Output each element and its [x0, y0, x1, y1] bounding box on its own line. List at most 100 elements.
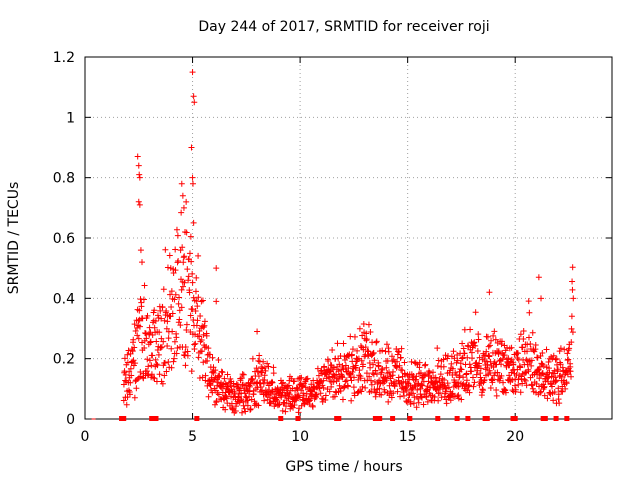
y-tick-label: 0.8: [53, 171, 75, 187]
data-point: [463, 377, 470, 384]
data-point: [341, 383, 348, 390]
data-point: [136, 201, 143, 208]
data-point: [372, 393, 379, 400]
data-point: [484, 361, 491, 368]
data-point: [180, 283, 187, 290]
data-point: [159, 304, 166, 311]
data-point: [131, 321, 138, 328]
data-point: [556, 400, 563, 407]
data-point: [128, 372, 135, 379]
data-point: [181, 253, 188, 260]
data-point: [212, 367, 219, 374]
data-point: [373, 389, 380, 396]
data-point: [423, 394, 430, 401]
data-point: [356, 372, 363, 379]
zero-marker: [465, 416, 471, 421]
data-point: [336, 361, 343, 368]
data-point: [369, 370, 376, 377]
data-point: [527, 341, 534, 348]
data-point: [141, 282, 148, 289]
zero-marker: [278, 416, 284, 421]
zero-marker: [372, 416, 378, 421]
data-point: [130, 336, 137, 343]
data-point: [204, 357, 211, 364]
zero-marker: [121, 416, 127, 421]
data-point: [358, 357, 365, 364]
data-point: [336, 382, 343, 389]
data-point: [522, 377, 529, 384]
data-point: [472, 309, 479, 316]
data-point: [366, 373, 373, 380]
data-point: [368, 388, 375, 395]
data-point: [156, 329, 163, 336]
data-point: [454, 357, 461, 364]
data-point: [206, 381, 213, 388]
data-point: [122, 377, 129, 384]
x-tick-label: 20: [506, 429, 524, 445]
data-point: [267, 399, 274, 406]
data-point: [538, 295, 545, 302]
data-point: [135, 317, 142, 324]
data-point: [492, 336, 499, 343]
data-point: [168, 364, 175, 371]
data-point: [559, 388, 566, 395]
zero-marker: [542, 416, 548, 421]
data-point: [520, 328, 527, 335]
data-point: [422, 361, 429, 368]
data-point: [329, 346, 336, 353]
data-point: [417, 385, 424, 392]
data-point: [545, 365, 552, 372]
data-point: [461, 350, 468, 357]
data-point: [151, 307, 158, 314]
data-point: [183, 326, 190, 333]
data-point: [219, 369, 226, 376]
data-point: [179, 192, 186, 199]
data-point: [403, 387, 410, 394]
data-point: [510, 361, 517, 368]
data-point: [147, 339, 154, 346]
data-point: [549, 383, 556, 390]
data-point: [127, 379, 134, 386]
data-point: [290, 404, 297, 411]
data-point: [363, 330, 370, 337]
data-point: [463, 370, 470, 377]
data-point: [201, 322, 208, 329]
data-point: [177, 247, 184, 254]
data-point: [414, 386, 421, 393]
data-point: [134, 332, 141, 339]
data-point: [476, 354, 483, 361]
data-point: [265, 363, 272, 370]
data-point: [321, 363, 328, 370]
data-point: [179, 244, 186, 251]
data-point: [378, 366, 385, 373]
data-point: [322, 392, 329, 399]
data-point: [141, 344, 148, 351]
data-point: [261, 397, 268, 404]
data-point: [358, 388, 365, 395]
data-point: [285, 395, 292, 402]
data-point: [519, 344, 526, 351]
data-point: [162, 246, 169, 253]
data-point: [178, 180, 185, 187]
data-point: [447, 397, 454, 404]
data-point: [185, 273, 192, 280]
data-point: [148, 362, 155, 369]
data-point: [136, 307, 143, 314]
data-point: [565, 356, 572, 363]
data-point: [457, 360, 464, 367]
data-point: [382, 374, 389, 381]
chart-title: Day 244 of 2017, SRMTID for receiver roj…: [198, 19, 489, 35]
data-point: [410, 390, 417, 397]
data-point: [568, 339, 575, 346]
data-point: [168, 303, 175, 310]
data-point: [553, 377, 560, 384]
data-point: [260, 380, 267, 387]
data-point: [357, 375, 364, 382]
data-point: [300, 390, 307, 397]
data-point: [144, 372, 151, 379]
data-point: [352, 365, 359, 372]
data-point: [468, 349, 475, 356]
data-point: [122, 371, 129, 378]
data-point: [227, 375, 234, 382]
data-point: [418, 381, 425, 388]
